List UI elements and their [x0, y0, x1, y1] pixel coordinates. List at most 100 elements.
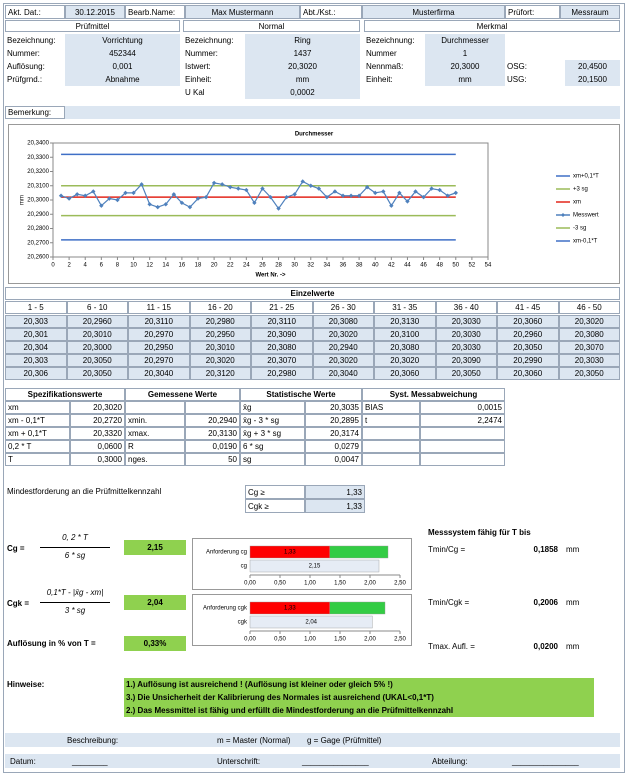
field-label: Bezeichnung:: [7, 36, 56, 45]
capable-label: Tmin/Cgk =: [428, 598, 470, 607]
row-value: 20,3320: [70, 427, 125, 440]
data-point: [381, 189, 386, 194]
x-tick-label: 2,00: [364, 637, 376, 643]
table-title: Gemessene Werte: [125, 388, 240, 401]
data-point: [244, 187, 249, 193]
field-value: 0,001: [65, 60, 180, 73]
capable-title: Messsystem fähig für T bis: [428, 528, 531, 537]
bar-segment: [249, 615, 373, 629]
x-tick-label: 26: [259, 263, 266, 269]
empty-cell: [362, 440, 420, 453]
table-cell: 20,2960: [497, 328, 559, 341]
row-label: x̄g: [240, 401, 305, 414]
table-cell: 20,3090: [435, 354, 497, 367]
row-label: BIAS: [362, 401, 420, 414]
data-point: [284, 194, 289, 200]
x-tick-label: 36: [340, 263, 347, 269]
remark-field: [65, 106, 620, 119]
x-tick-label: 10: [130, 263, 137, 269]
x-tick-label: 30: [291, 263, 298, 269]
row-label: nges.: [125, 453, 185, 466]
x-tick-label: 28: [275, 263, 282, 269]
table-cell: 20,3010: [189, 341, 251, 354]
field-label: Nummer:: [7, 49, 40, 58]
x-tick-label: 48: [436, 263, 443, 269]
table-cell: 20,3030: [435, 315, 497, 328]
data-point: [179, 200, 185, 206]
table-cell: 20,304: [5, 341, 67, 354]
formula-value: 2,15: [124, 540, 186, 555]
field-value: 20,1500: [565, 73, 620, 86]
table-cell: 20,3080: [312, 315, 374, 328]
x-tick-label: 32: [307, 263, 314, 269]
legend-label: xm-0,1*T: [573, 239, 598, 245]
header-cell: Max Mustermann: [185, 5, 300, 19]
x-tick-label: 8: [116, 263, 120, 269]
x-tick-label: 2: [67, 263, 71, 269]
field-value: Durchmesser: [425, 34, 505, 47]
legend-label: -3 sg: [573, 226, 586, 232]
table-cell: 20,3040: [312, 367, 374, 380]
row-label: xmax.: [125, 427, 185, 440]
data-point: [74, 192, 80, 197]
data-point: [171, 192, 177, 197]
table-cell: 20,3010: [66, 328, 128, 341]
table-cell: 20,3110: [128, 315, 190, 328]
column-header: 6 - 10: [66, 301, 128, 314]
bar-segment: [249, 559, 380, 573]
data-point: [340, 193, 346, 198]
x-tick-label: 1,00: [304, 637, 316, 643]
row-value: 20,2720: [70, 414, 125, 427]
empty-cell: [420, 427, 505, 440]
row-value: 20,2895: [305, 414, 362, 427]
bar-label: 2,15: [309, 564, 321, 570]
column-header: 46 - 50: [558, 301, 620, 314]
table-cell: 20,3050: [558, 367, 620, 380]
data-point: [405, 199, 410, 204]
footer-text: Unterschrift:: [217, 756, 261, 766]
header-cell: Prüfort:: [505, 5, 560, 19]
table-cell: 20,3000: [66, 341, 128, 354]
table-cell: 20,3040: [128, 367, 190, 380]
x-tick-label: 1,50: [334, 581, 346, 587]
footer-text: _______________: [512, 756, 579, 766]
y-tick-label: 20,2800: [27, 226, 49, 232]
legend-label: Messwert: [573, 213, 599, 219]
bar-segment: [329, 545, 389, 559]
data-point: [219, 182, 225, 187]
x-tick-label: 0: [51, 263, 55, 269]
x-tick-label: 40: [372, 263, 379, 269]
empty-cell: [420, 453, 505, 466]
row-value: 50: [185, 453, 240, 466]
table-cell: 20,2970: [128, 328, 190, 341]
table-title: Statistische Werte: [240, 388, 362, 401]
category-label: Anforderung cg: [206, 550, 247, 556]
data-point: [107, 196, 112, 201]
field-value: Vorrichtung: [65, 34, 180, 47]
row-value: 0,0047: [305, 453, 362, 466]
capable-value: 0,1858: [533, 545, 558, 554]
data-point: [195, 196, 201, 201]
field-value: 20,4500: [565, 60, 620, 73]
equals: [114, 596, 124, 610]
row-value: 20,2940: [185, 414, 240, 427]
column-header: 31 - 35: [374, 301, 436, 314]
table-cell: 20,3080: [374, 341, 436, 354]
x-tick-label: 34: [324, 263, 331, 269]
field-label: Auflösung:: [7, 62, 45, 71]
data-point: [437, 187, 442, 193]
numerator: 0, 2 * T: [62, 532, 88, 542]
resolution-label: Auflösung in % von T =: [7, 639, 96, 648]
x-tick-label: 1,00: [304, 581, 316, 587]
row-label: t: [362, 414, 420, 427]
field-value: Abnahme: [65, 73, 180, 86]
table-cell: 20,301: [5, 328, 67, 341]
footer-text: ________: [72, 756, 108, 766]
x-tick-label: 0,50: [274, 581, 286, 587]
capable-unit: mm: [566, 642, 580, 651]
column-header: 1 - 5: [5, 301, 67, 314]
formula-label: Cg =: [7, 543, 25, 553]
data-point: [332, 189, 338, 194]
x-tick-label: 38: [356, 263, 363, 269]
table-cell: 20,2970: [128, 354, 190, 367]
